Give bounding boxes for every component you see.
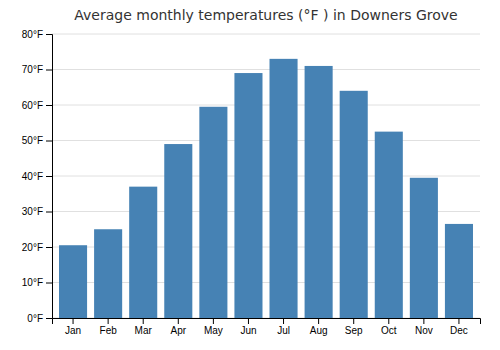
y-axis: 0°F 10°F 20°F 30°F 40°F 50°F 60°F 70°F 80°F bbox=[22, 29, 53, 324]
y-tick-mark bbox=[46, 34, 52, 35]
x-tick-label: Feb bbox=[100, 325, 118, 336]
bar bbox=[59, 245, 87, 318]
y-tick-label: 30°F bbox=[22, 206, 43, 217]
x-tick-label: Oct bbox=[381, 325, 397, 336]
bar bbox=[445, 224, 473, 318]
bar bbox=[270, 59, 298, 318]
x-tick: Aug bbox=[310, 318, 328, 336]
x-tick-label: Apr bbox=[171, 325, 187, 336]
bar bbox=[375, 132, 403, 318]
x-tick: Jul bbox=[277, 318, 290, 336]
bar bbox=[164, 144, 192, 318]
y-tick-mark bbox=[46, 212, 52, 213]
y-tick: 50°F bbox=[22, 135, 52, 146]
x-tick-label: Jan bbox=[65, 325, 81, 336]
x-tick-mark bbox=[178, 318, 179, 324]
y-tick: 70°F bbox=[22, 64, 52, 75]
x-tick-label: Sep bbox=[345, 325, 363, 336]
x-tick: Dec bbox=[450, 318, 468, 336]
x-tick-mark bbox=[458, 318, 459, 324]
y-tick-label: 40°F bbox=[22, 171, 43, 182]
x-tick-mark bbox=[248, 318, 249, 324]
y-tick: 30°F bbox=[22, 206, 52, 217]
bar bbox=[199, 107, 227, 318]
x-tick: Jan bbox=[65, 318, 81, 336]
plot-area: 0°F 10°F 20°F 30°F 40°F 50°F 60°F 70°F 80°F Jan Fe… bbox=[22, 29, 481, 336]
y-tick-label: 80°F bbox=[22, 29, 43, 40]
x-tick: Mar bbox=[135, 318, 153, 336]
chart-container: 0°F 10°F 20°F 30°F 40°F 50°F 60°F 70°F 80°F Jan Fe… bbox=[0, 0, 500, 350]
bar bbox=[129, 187, 157, 318]
x-tick-mark bbox=[283, 318, 284, 324]
y-tick-mark bbox=[46, 247, 52, 248]
x-axis: Jan Feb Mar Apr May Jun Jul Aug Sep Oct Nov Dec bbox=[53, 318, 481, 336]
y-tick-label: 0°F bbox=[27, 313, 43, 324]
y-tick: 60°F bbox=[22, 100, 52, 111]
y-tick: 0°F bbox=[27, 313, 52, 324]
y-tick-mark bbox=[46, 70, 52, 71]
grid-line bbox=[52, 105, 480, 106]
y-tick: 40°F bbox=[22, 171, 52, 182]
bar bbox=[340, 91, 368, 318]
y-tick-mark bbox=[46, 176, 52, 177]
y-tick-label: 20°F bbox=[22, 242, 43, 253]
x-tick-mark bbox=[108, 318, 109, 324]
x-tick: Sep bbox=[345, 318, 363, 336]
y-tick-mark bbox=[46, 141, 52, 142]
x-tick: Feb bbox=[100, 318, 118, 336]
x-tick-label: May bbox=[204, 325, 223, 336]
x-tick: Apr bbox=[171, 318, 187, 336]
grid-line bbox=[52, 69, 480, 70]
grid-line bbox=[52, 140, 480, 141]
chart-svg: 0°F 10°F 20°F 30°F 40°F 50°F 60°F 70°F 80°F Jan Fe… bbox=[0, 0, 500, 350]
y-tick-label: 70°F bbox=[22, 64, 43, 75]
chart-title: Average monthly temperatures (°F ) in Do… bbox=[74, 7, 457, 23]
y-tick-label: 60°F bbox=[22, 100, 43, 111]
x-axis-line bbox=[53, 319, 481, 325]
x-tick-mark bbox=[143, 318, 144, 324]
x-tick-label: Mar bbox=[135, 325, 153, 336]
x-tick-label: Jul bbox=[277, 325, 290, 336]
x-tick: Oct bbox=[381, 318, 397, 336]
x-tick-label: Dec bbox=[450, 325, 468, 336]
x-tick-label: Nov bbox=[415, 325, 433, 336]
x-tick-mark bbox=[388, 318, 389, 324]
y-tick: 20°F bbox=[22, 242, 52, 253]
y-axis-line bbox=[46, 35, 53, 319]
bar bbox=[305, 66, 333, 318]
x-tick-mark bbox=[353, 318, 354, 324]
y-tick: 10°F bbox=[22, 277, 52, 288]
y-tick-mark bbox=[46, 318, 52, 319]
x-tick: Nov bbox=[415, 318, 433, 336]
bars bbox=[59, 59, 473, 318]
x-tick-mark bbox=[213, 318, 214, 324]
y-tick-mark bbox=[46, 105, 52, 106]
y-tick-label: 50°F bbox=[22, 135, 43, 146]
x-tick-label: Aug bbox=[310, 325, 328, 336]
grid-line bbox=[52, 34, 480, 35]
grid bbox=[52, 34, 480, 318]
x-tick: May bbox=[204, 318, 223, 336]
x-tick: Jun bbox=[240, 318, 256, 336]
bar bbox=[234, 73, 262, 318]
y-tick-mark bbox=[46, 283, 52, 284]
y-tick-label: 10°F bbox=[22, 277, 43, 288]
y-tick: 80°F bbox=[22, 29, 52, 40]
x-tick-mark bbox=[423, 318, 424, 324]
x-tick-mark bbox=[73, 318, 74, 324]
x-tick-label: Jun bbox=[240, 325, 256, 336]
bar bbox=[410, 178, 438, 318]
x-tick-mark bbox=[318, 318, 319, 324]
grid-line bbox=[52, 176, 480, 177]
bar bbox=[94, 229, 122, 318]
